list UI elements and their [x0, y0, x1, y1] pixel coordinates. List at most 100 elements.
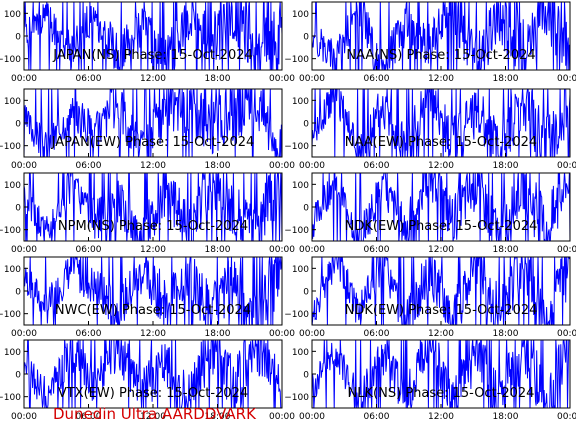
x-tick-label: 12:00	[428, 329, 454, 339]
y-tick-label: 0	[15, 33, 21, 43]
panel-4: 100 0 −100 00:00 06:00 12:00 18:00 00:00 NAA(EW)…	[284, 88, 576, 171]
panel-title: NDK(EW) Phase: 15-Oct-2024	[345, 219, 538, 234]
x-tick-label: 00:00	[299, 245, 325, 255]
x-tick-label: 18:00	[205, 329, 231, 339]
x-tick-label: 12:00	[140, 74, 166, 84]
x-tick-label: 00:00	[269, 74, 295, 84]
panel-title: NAA(NS) Phase: 15-Oct-2024	[346, 48, 535, 63]
y-tick-label: 0	[303, 120, 309, 130]
x-tick-label: 12:00	[428, 245, 454, 255]
x-tick-label: 00:00	[269, 161, 295, 171]
panel-10: 100 0 −100 00:00 06:00 12:00 18:00 00:00 NLK(NS)…	[284, 339, 576, 422]
x-tick-label: 00:00	[557, 329, 576, 339]
x-tick-label: 00:00	[11, 161, 37, 171]
x-tick-label: 00:00	[11, 412, 37, 422]
x-tick-label: 00:00	[11, 74, 37, 84]
x-tick-label: 00:00	[11, 245, 37, 255]
panel-3: 100 0 −100 00:00 06:00 12:00 18:00 00:00 JAPAN(E…	[0, 88, 295, 171]
phase-trace	[312, 173, 570, 241]
y-tick-label: −100	[284, 55, 309, 65]
x-tick-label: 00:00	[557, 412, 576, 422]
x-tick-label: 06:00	[76, 329, 102, 339]
x-tick-label: 18:00	[205, 245, 231, 255]
y-tick-label: 100	[292, 181, 309, 191]
y-tick-label: 100	[292, 10, 309, 20]
phase-trace	[24, 340, 282, 408]
x-tick-label: 06:00	[76, 74, 102, 84]
x-tick-label: 12:00	[428, 74, 454, 84]
panel-title: NAA(EW) Phase: 15-Oct-2024	[345, 135, 537, 150]
y-tick-label: 0	[303, 204, 309, 214]
y-tick-label: 100	[4, 181, 21, 191]
x-tick-label: 00:00	[299, 329, 325, 339]
y-tick-label: 100	[4, 265, 21, 275]
x-tick-label: 18:00	[205, 74, 231, 84]
x-tick-label: 00:00	[269, 245, 295, 255]
x-tick-label: 06:00	[364, 74, 390, 84]
phase-trace	[312, 2, 570, 70]
y-tick-label: 100	[4, 97, 21, 107]
panel-title: NDK(EW) Phase: 15-Oct-2024	[345, 303, 538, 318]
x-tick-label: 06:00	[364, 245, 390, 255]
y-tick-label: 0	[15, 371, 21, 381]
y-tick-label: 0	[15, 204, 21, 214]
x-tick-label: 06:00	[76, 412, 102, 422]
y-tick-label: −100	[0, 226, 21, 236]
x-tick-label: 06:00	[364, 161, 390, 171]
x-tick-label: 18:00	[205, 412, 231, 422]
panel-1: 100 0 −100 00:00 06:00 12:00 18:00 00:00 JAPAN(N…	[0, 1, 295, 84]
x-tick-label: 00:00	[299, 412, 325, 422]
panel-5: 100 0 −100 00:00 06:00 12:00 18:00 00:00 NPM(NS)…	[0, 172, 295, 255]
y-tick-label: 0	[303, 33, 309, 43]
panel-title: JAPAN(EW) Phase: 15-Oct-2024	[51, 135, 255, 150]
x-tick-label: 18:00	[205, 161, 231, 171]
x-tick-label: 06:00	[364, 329, 390, 339]
x-tick-label: 18:00	[493, 161, 519, 171]
panel-title: VTX(EW) Phase: 15-Oct-2024	[58, 386, 248, 401]
panel-6: 100 0 −100 00:00 06:00 12:00 18:00 00:00 NDK(EW)…	[284, 172, 576, 255]
y-tick-label: −100	[0, 142, 21, 152]
y-tick-label: 100	[292, 348, 309, 358]
y-tick-label: −100	[284, 310, 309, 320]
x-tick-label: 00:00	[269, 329, 295, 339]
phase-trace	[312, 257, 570, 325]
x-tick-label: 18:00	[493, 412, 519, 422]
panel-2: 100 0 −100 00:00 06:00 12:00 18:00 00:00 NAA(NS)…	[284, 1, 576, 84]
x-tick-label: 12:00	[140, 329, 166, 339]
panel-9: 100 0 −100 00:00 06:00 12:00 18:00 00:00 VTX(EW)…	[0, 339, 295, 422]
y-tick-label: −100	[0, 310, 21, 320]
x-tick-label: 00:00	[11, 329, 37, 339]
phase-trace	[24, 173, 282, 241]
y-tick-label: 0	[303, 288, 309, 298]
x-tick-label: 00:00	[269, 412, 295, 422]
panel-8: 100 0 −100 00:00 06:00 12:00 18:00 00:00 NDK(EW)…	[284, 256, 576, 339]
panel-title: NPM(NS) Phase: 15-Oct-2024	[58, 219, 248, 234]
x-tick-label: 06:00	[76, 245, 102, 255]
station-footer-label: Dunedin Ultra AARDDVARK	[53, 405, 256, 423]
phase-trace	[24, 2, 282, 70]
panel-title: JAPAN(NS) Phase: 15-Oct-2024	[52, 48, 253, 63]
x-tick-label: 00:00	[299, 74, 325, 84]
x-tick-label: 00:00	[299, 161, 325, 171]
y-tick-label: 100	[4, 348, 21, 358]
x-tick-label: 00:00	[557, 245, 576, 255]
y-tick-label: 100	[4, 10, 21, 20]
panel-7: 100 0 −100 00:00 06:00 12:00 18:00 00:00 NWC(EW)…	[0, 256, 295, 339]
x-tick-label: 00:00	[557, 161, 576, 171]
panel-title: NLK(NS) Phase: 15-Oct-2024	[348, 386, 535, 401]
panel-title: NWC(EW) Phase: 15-Oct-2024	[55, 303, 251, 318]
y-tick-label: 100	[292, 265, 309, 275]
y-tick-label: −100	[0, 393, 21, 403]
x-tick-label: 06:00	[364, 412, 390, 422]
y-tick-label: −100	[284, 142, 309, 152]
phase-trace	[24, 89, 282, 157]
y-tick-label: 0	[15, 120, 21, 130]
x-tick-label: 06:00	[76, 161, 102, 171]
y-tick-label: −100	[284, 393, 309, 403]
phase-trace	[24, 257, 282, 325]
y-tick-label: −100	[284, 226, 309, 236]
x-tick-label: 00:00	[557, 74, 576, 84]
x-tick-label: 12:00	[140, 245, 166, 255]
